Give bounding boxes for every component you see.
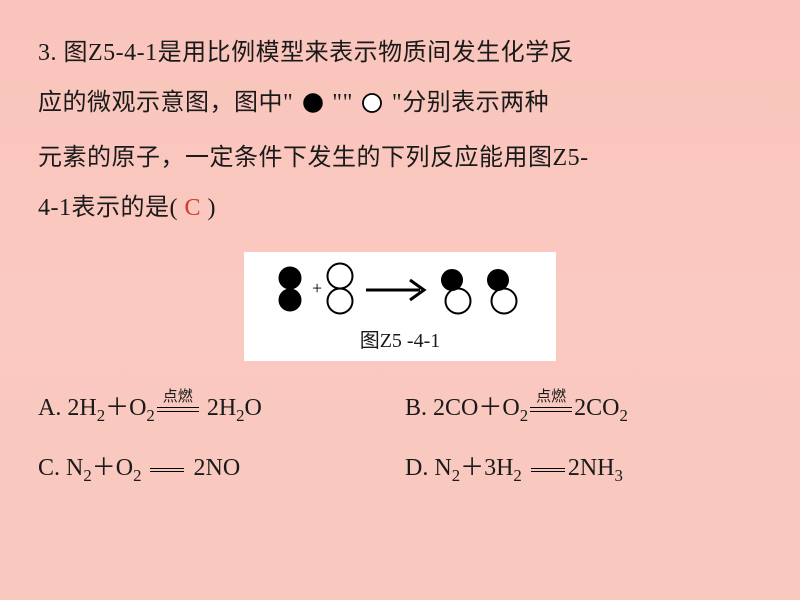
q-seg3: "": [332, 90, 353, 116]
options-grid: A. 2H2＋O2点燃 2H2O B. 2CO＋O2点燃2CO2 C. N2＋O…: [38, 387, 762, 487]
reaction-diagram: +: [270, 262, 530, 318]
q-seg1: 3. 图Z5-4-1是用比例模型来表示物质间发生化学反: [38, 40, 574, 66]
q-seg2: 应的微观示意图，图中": [38, 90, 293, 116]
ignite-condition-icon: 点燃: [530, 407, 572, 412]
q-seg4: "分别表示两种: [392, 90, 549, 116]
q-seg7: ): [208, 195, 217, 221]
option-b: B. 2CO＋O2点燃2CO2: [405, 387, 762, 426]
question-text: 3. 图Z5-4-1是用比例模型来表示物质间发生化学反 应的微观示意图，图中" …: [38, 28, 762, 234]
diagram-container: + 图Z5 -4-1: [38, 252, 762, 361]
diagram-caption: 图Z5 -4-1: [270, 324, 530, 353]
hollow-circle-icon: [361, 82, 383, 132]
option-d: D. N2＋3H2 2NH3: [405, 447, 762, 486]
diagram-box: + 图Z5 -4-1: [244, 252, 556, 361]
option-a: A. 2H2＋O2点燃 2H2O: [38, 387, 395, 426]
option-c: C. N2＋O2 2NO: [38, 447, 395, 486]
answer-letter: C: [178, 195, 208, 221]
equals-line-icon: [531, 468, 565, 469]
filled-circle-icon: [302, 82, 324, 132]
svg-text:+: +: [312, 278, 322, 298]
equals-line-icon: [150, 468, 184, 469]
q-seg6: 4-1表示的是(: [38, 195, 178, 221]
ignite-condition-icon: 点燃: [157, 407, 199, 412]
q-seg5: 元素的原子，一定条件下发生的下列反应能用图Z5-: [38, 145, 589, 171]
